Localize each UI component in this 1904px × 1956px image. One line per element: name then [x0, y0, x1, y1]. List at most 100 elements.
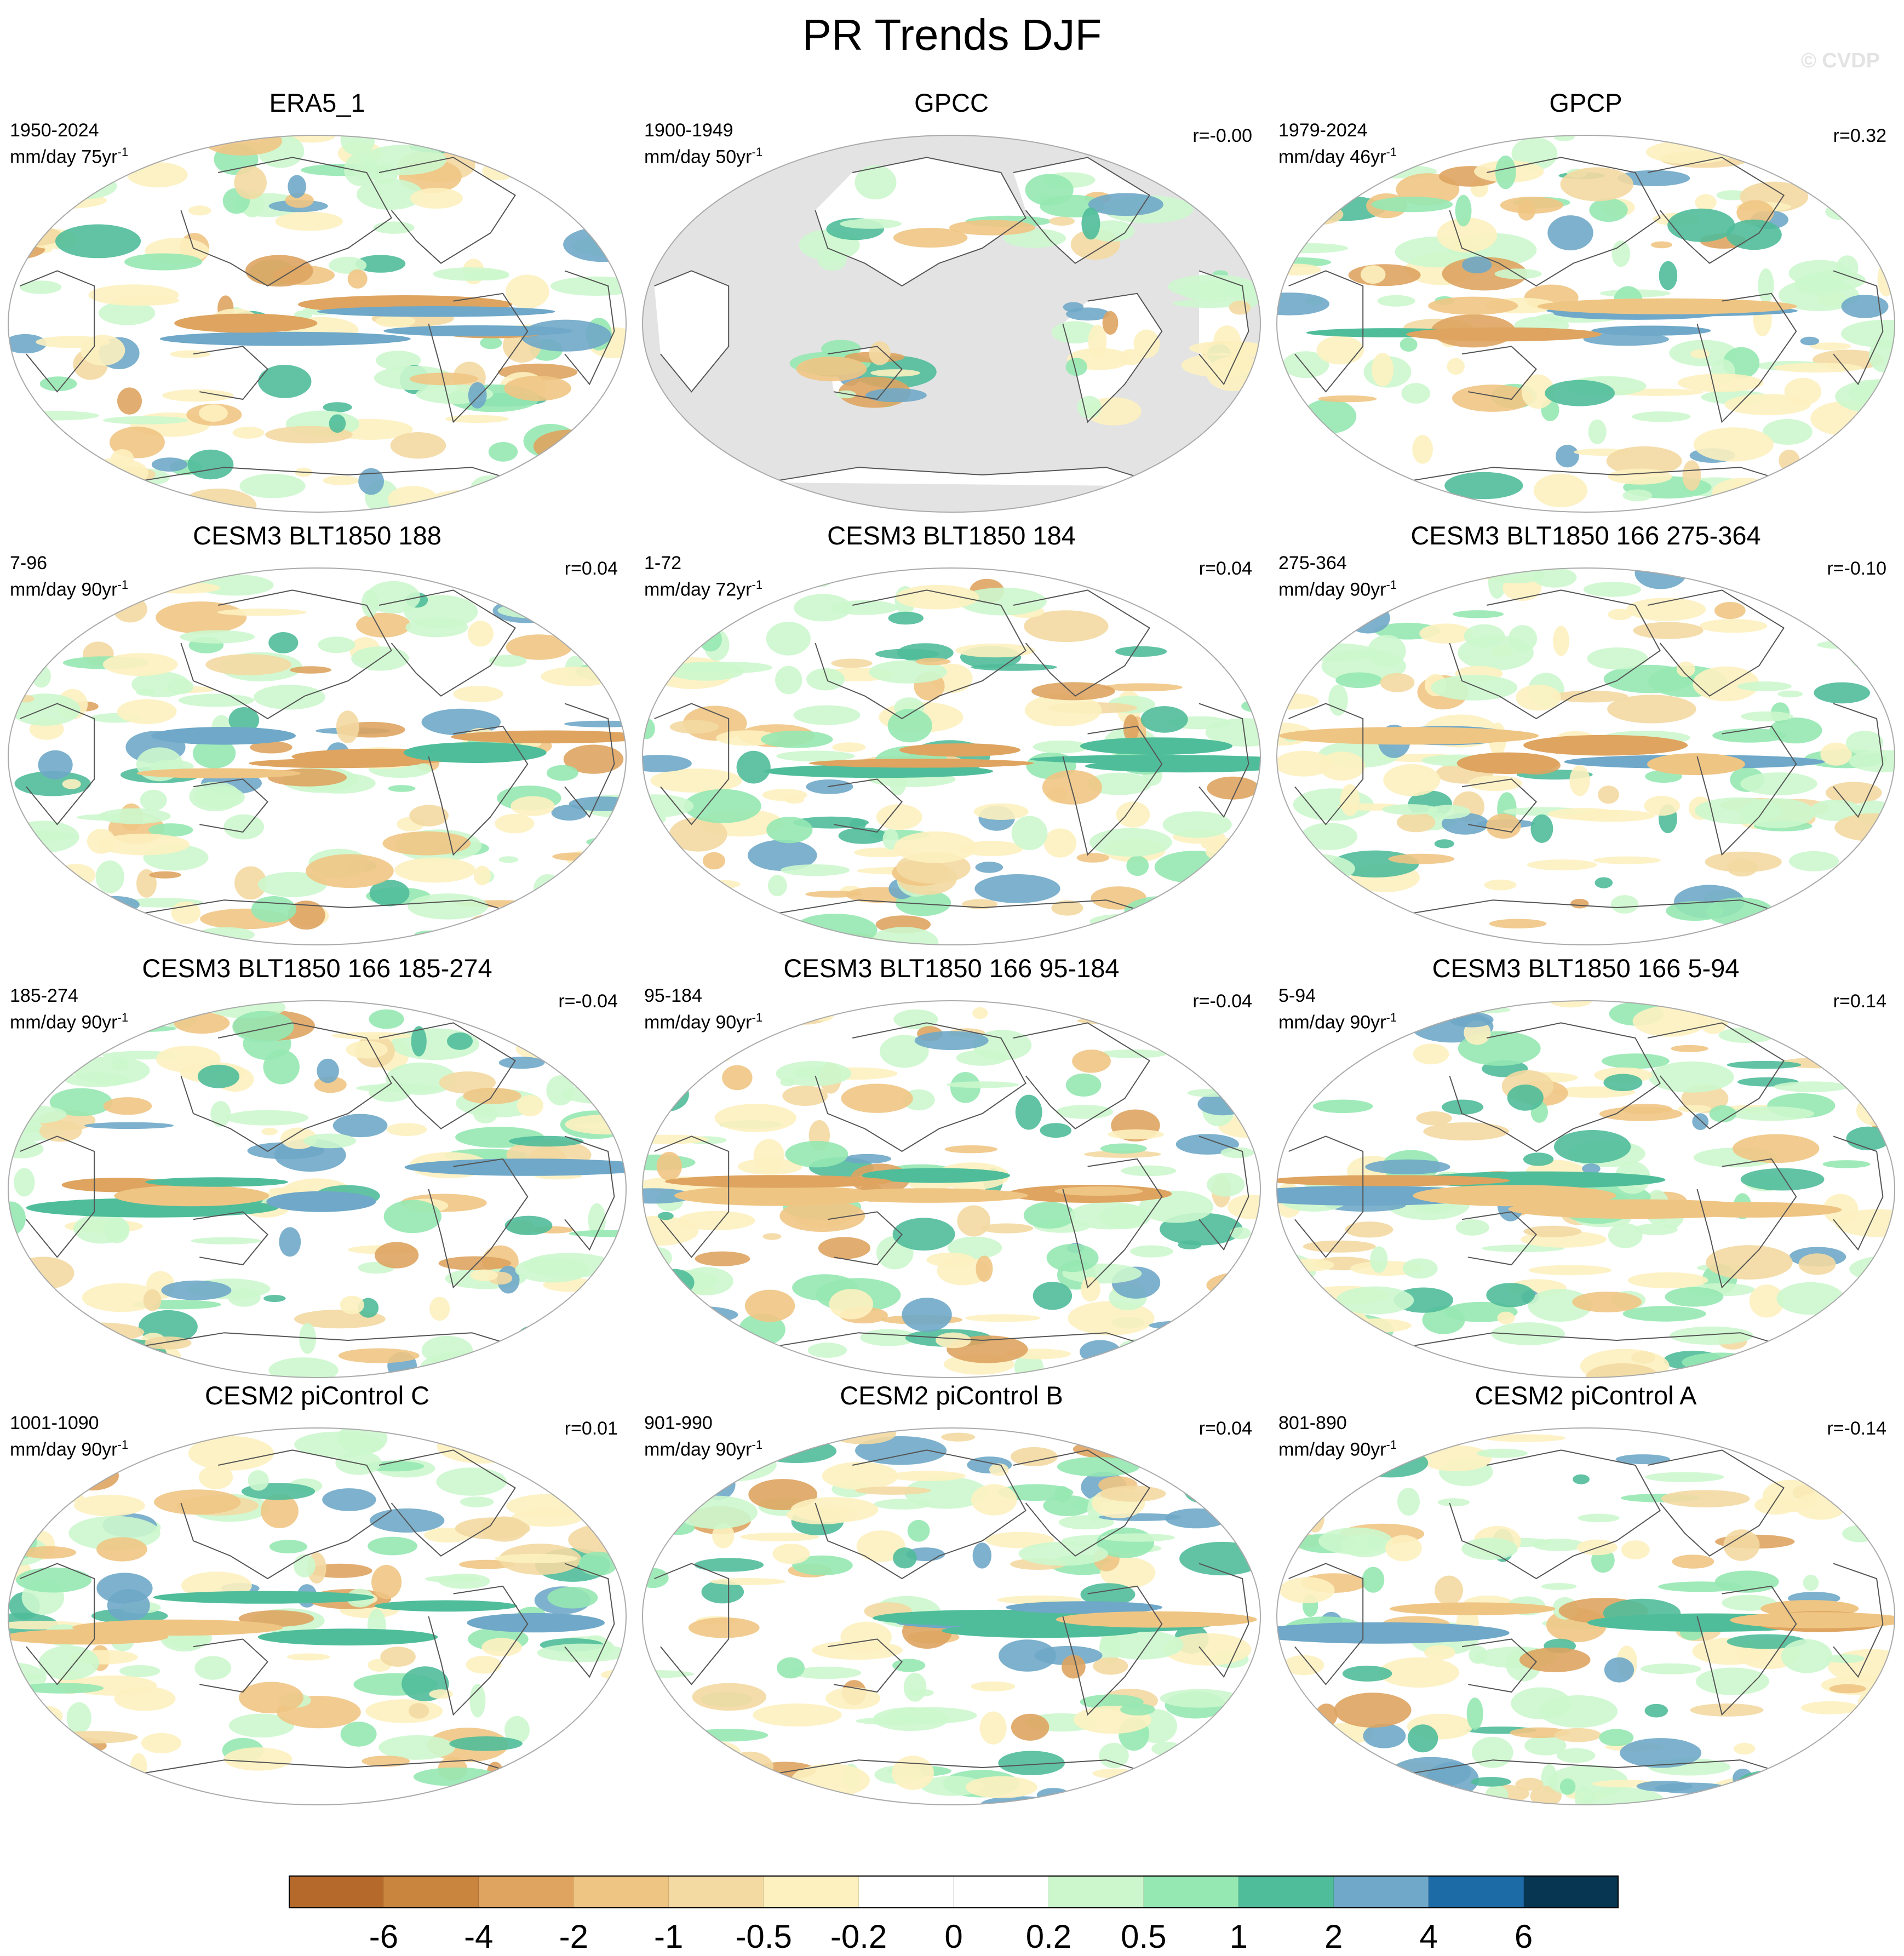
trend-contour: [1644, 796, 1680, 816]
trend-contour: [1455, 194, 1472, 227]
trend-contour: [8, 1454, 69, 1485]
trend-contour: [1789, 851, 1839, 871]
coastline: [1449, 157, 1661, 287]
trend-contour: [661, 615, 682, 623]
trend-contour: [1079, 1428, 1152, 1435]
trend-contour: [1661, 1490, 1750, 1507]
map-border: [8, 1000, 627, 1378]
trend-contour: [245, 255, 313, 287]
trend-contour: [1659, 261, 1678, 290]
coastline: [1461, 1211, 1537, 1266]
trend-contour: [1429, 1001, 1451, 1016]
trend-contour: [101, 1430, 142, 1455]
trend-contour: [1477, 1448, 1528, 1458]
panel-units-text: mm/day 72yr: [644, 579, 752, 600]
trend-contour: [1277, 292, 1330, 316]
coastline: [1833, 270, 1884, 386]
trend-contour: [1464, 624, 1505, 648]
trend-contour: [1793, 1446, 1855, 1466]
trend-contour: [1286, 160, 1310, 190]
trend-contour: [48, 915, 101, 930]
trend-contour: [1836, 908, 1871, 939]
trend-contour: [1120, 1703, 1155, 1716]
coastline: [1062, 1158, 1163, 1289]
trend-contour: [752, 1703, 842, 1726]
trend-contour: [1119, 349, 1142, 365]
trend-contour: [1108, 1129, 1164, 1140]
trend-contour: [1682, 1352, 1758, 1372]
trend-contour: [390, 432, 446, 459]
panel-correlation: r=-0.04: [558, 991, 618, 1012]
trend-contour: [15, 1261, 36, 1290]
trend-contour: [1572, 1292, 1642, 1312]
trend-contour: [290, 666, 331, 674]
trend-contour: [1034, 1645, 1103, 1665]
trend-contour: [609, 915, 626, 934]
trend-contour: [1762, 419, 1813, 445]
trend-contour: [980, 1223, 1034, 1234]
map-panel: ERA5_1 1950-2024 mm/day 75yr-1: [0, 88, 634, 520]
trend-contour: [1484, 879, 1517, 891]
panel-units-exponent: -1: [752, 145, 763, 159]
trend-contour: [28, 1069, 59, 1083]
trend-contour: [188, 205, 211, 216]
trend-contour: [670, 1760, 763, 1793]
trend-contour: [1046, 1243, 1099, 1272]
trend-contour: [840, 219, 902, 229]
trend-contour: [1743, 1005, 1820, 1022]
trend-contour: [199, 404, 228, 422]
trend-contour: [436, 1467, 507, 1496]
trend-contour: [1741, 711, 1793, 722]
coastline: [1400, 467, 1803, 487]
map-border: [642, 135, 1261, 513]
coastline: [1013, 157, 1151, 264]
trend-contour: [1178, 1471, 1234, 1493]
trend-contour: [1849, 750, 1895, 773]
trend-contour: [1723, 1529, 1760, 1561]
trend-contour: [668, 662, 744, 681]
coastline: [428, 1585, 529, 1716]
trend-contour: [781, 864, 850, 876]
coastline: [131, 467, 534, 487]
trend-contour: [760, 730, 833, 748]
colorbar-tick-label: -6: [369, 1918, 399, 1955]
trend-contour: [1116, 801, 1150, 828]
trend-contour: [197, 1064, 240, 1088]
coastline: [765, 1332, 1168, 1352]
trend-contour: [1556, 445, 1579, 468]
coastline: [193, 1211, 268, 1266]
equatorial-trend-band: [1537, 298, 1797, 314]
panel-title: CESM3 BLT1850 166 275-364: [1410, 521, 1761, 550]
trend-contour: [117, 699, 177, 724]
trend-contour: [657, 1212, 674, 1220]
trend-contour: [989, 1463, 1009, 1476]
trend-contour: [873, 1707, 949, 1731]
colorbar-tick-label: 0: [944, 1918, 963, 1955]
panel-correlation: r=0.14: [1833, 991, 1886, 1012]
trend-contour: [1062, 1655, 1086, 1679]
trend-contour: [1777, 1343, 1794, 1358]
trend-contour: [552, 852, 597, 861]
trend-contour: [1388, 853, 1455, 864]
trend-contour: [1011, 1713, 1050, 1741]
trend-contour: [1598, 785, 1619, 804]
trend-contour: [1599, 1729, 1634, 1746]
trend-contour: [1621, 1540, 1650, 1559]
coastline: [1400, 899, 1803, 920]
panel-units-text: mm/day 90yr: [644, 1439, 752, 1460]
equatorial-trend-band: [1054, 1186, 1143, 1196]
equatorial-trend-band: [1591, 325, 1711, 336]
trend-contour: [1290, 1715, 1306, 1737]
coastline: [428, 725, 529, 856]
panel-units-text: mm/day 46yr: [1278, 146, 1386, 168]
trend-contour: [389, 1001, 449, 1008]
trend-contour: [1424, 1645, 1455, 1660]
trend-contour: [9, 226, 63, 246]
equatorial-trend-band: [404, 1158, 626, 1176]
trend-contour: [1583, 582, 1642, 597]
trend-contour: [1754, 1496, 1797, 1515]
panel-title: GPCP: [1549, 88, 1622, 117]
coastline: [1461, 778, 1537, 833]
panel-period: 801-890: [1278, 1413, 1347, 1433]
trend-contour: [1334, 1693, 1412, 1728]
